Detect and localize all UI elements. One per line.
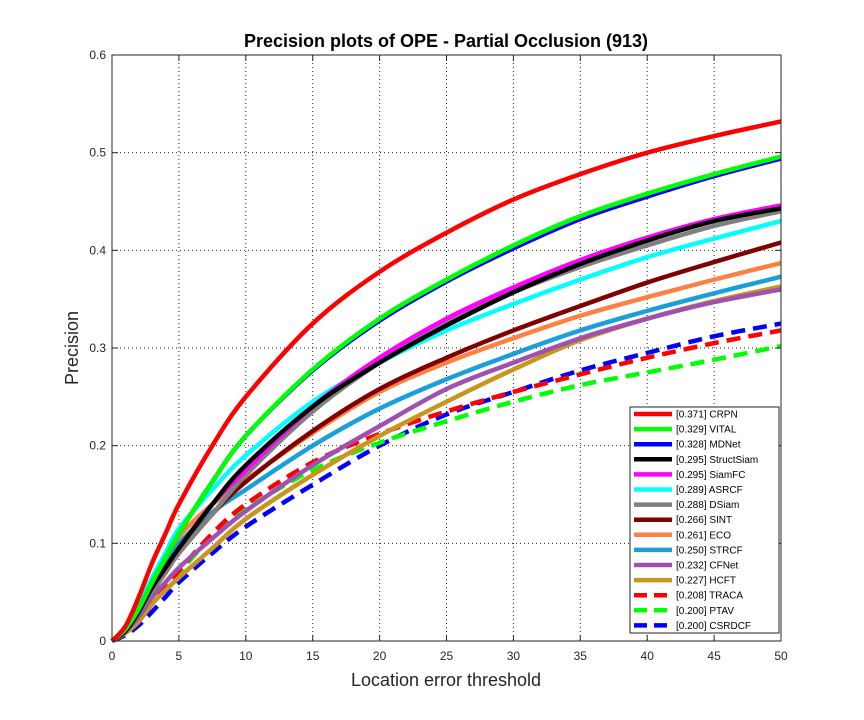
y-tick-label: 0.5	[89, 146, 106, 160]
x-tick-label: 5	[176, 649, 183, 663]
y-tick-label: 0.4	[89, 243, 106, 257]
legend-label-mdnet: [0.328] MDNet	[676, 440, 741, 451]
x-tick-label: 20	[373, 649, 387, 663]
y-tick-label: 0.1	[89, 536, 106, 550]
x-tick-label: 35	[574, 649, 588, 663]
legend-label-siamfc: [0.295] SiamFC	[676, 470, 745, 481]
legend-label-crpn: [0.371] CRPN	[676, 410, 738, 421]
y-tick-label: 0	[99, 634, 106, 648]
legend-label-structsiam: [0.295] StructSiam	[676, 455, 758, 466]
series-line-csrdcf	[111, 321, 782, 644]
legend-label-cfnet: [0.232] CFNet	[676, 561, 738, 572]
axis-ticks: 0 5 10 15 20 25 30 35 40 45 50 0 0.1 0.2 0.3 0.4 0.5 0.6	[89, 48, 788, 663]
y-tick-label: 0.6	[89, 48, 106, 62]
legend-label-dsiam: [0.288] DSiam	[676, 500, 739, 511]
legend-label-eco: [0.261] ECO	[676, 530, 731, 541]
x-tick-label: 15	[306, 649, 320, 663]
x-tick-label: 40	[641, 649, 655, 663]
legend-label-vital: [0.329] VITAL	[676, 425, 737, 436]
x-tick-label: 25	[440, 649, 454, 663]
legend-label-hcft: [0.227] HCFT	[676, 576, 736, 587]
chart-title: Precision plots of OPE - Partial Occlusi…	[244, 31, 648, 51]
legend-label-ptav: [0.200] PTAV	[676, 606, 734, 617]
series-line-crpn	[110, 119, 782, 643]
y-tick-label: 0.3	[89, 341, 106, 355]
legend-label-traca: [0.208] TRACA	[676, 591, 743, 602]
x-tick-label: 30	[507, 649, 521, 663]
series-line-vital	[110, 154, 782, 643]
x-tick-label: 0	[109, 649, 116, 663]
legend-label-asrcf: [0.289] ASRCF	[676, 485, 743, 496]
legend-label-strcf: [0.250] STRCF	[676, 545, 743, 556]
legend-label-sint: [0.266] SINT	[676, 515, 732, 526]
y-axis-label: Precision	[62, 311, 82, 385]
y-tick-label: 0.2	[89, 439, 106, 453]
x-axis-label: Location error threshold	[351, 670, 541, 690]
series-lines	[110, 119, 782, 644]
x-tick-label: 45	[707, 649, 721, 663]
x-tick-label: 50	[774, 649, 788, 663]
legend-label-csrdcf: [0.200] CSRDCF	[676, 621, 751, 632]
legend: [0.371] CRPN [0.329] VITAL [0.328] MDNet [0…	[629, 406, 780, 634]
x-tick-label: 10	[239, 649, 253, 663]
